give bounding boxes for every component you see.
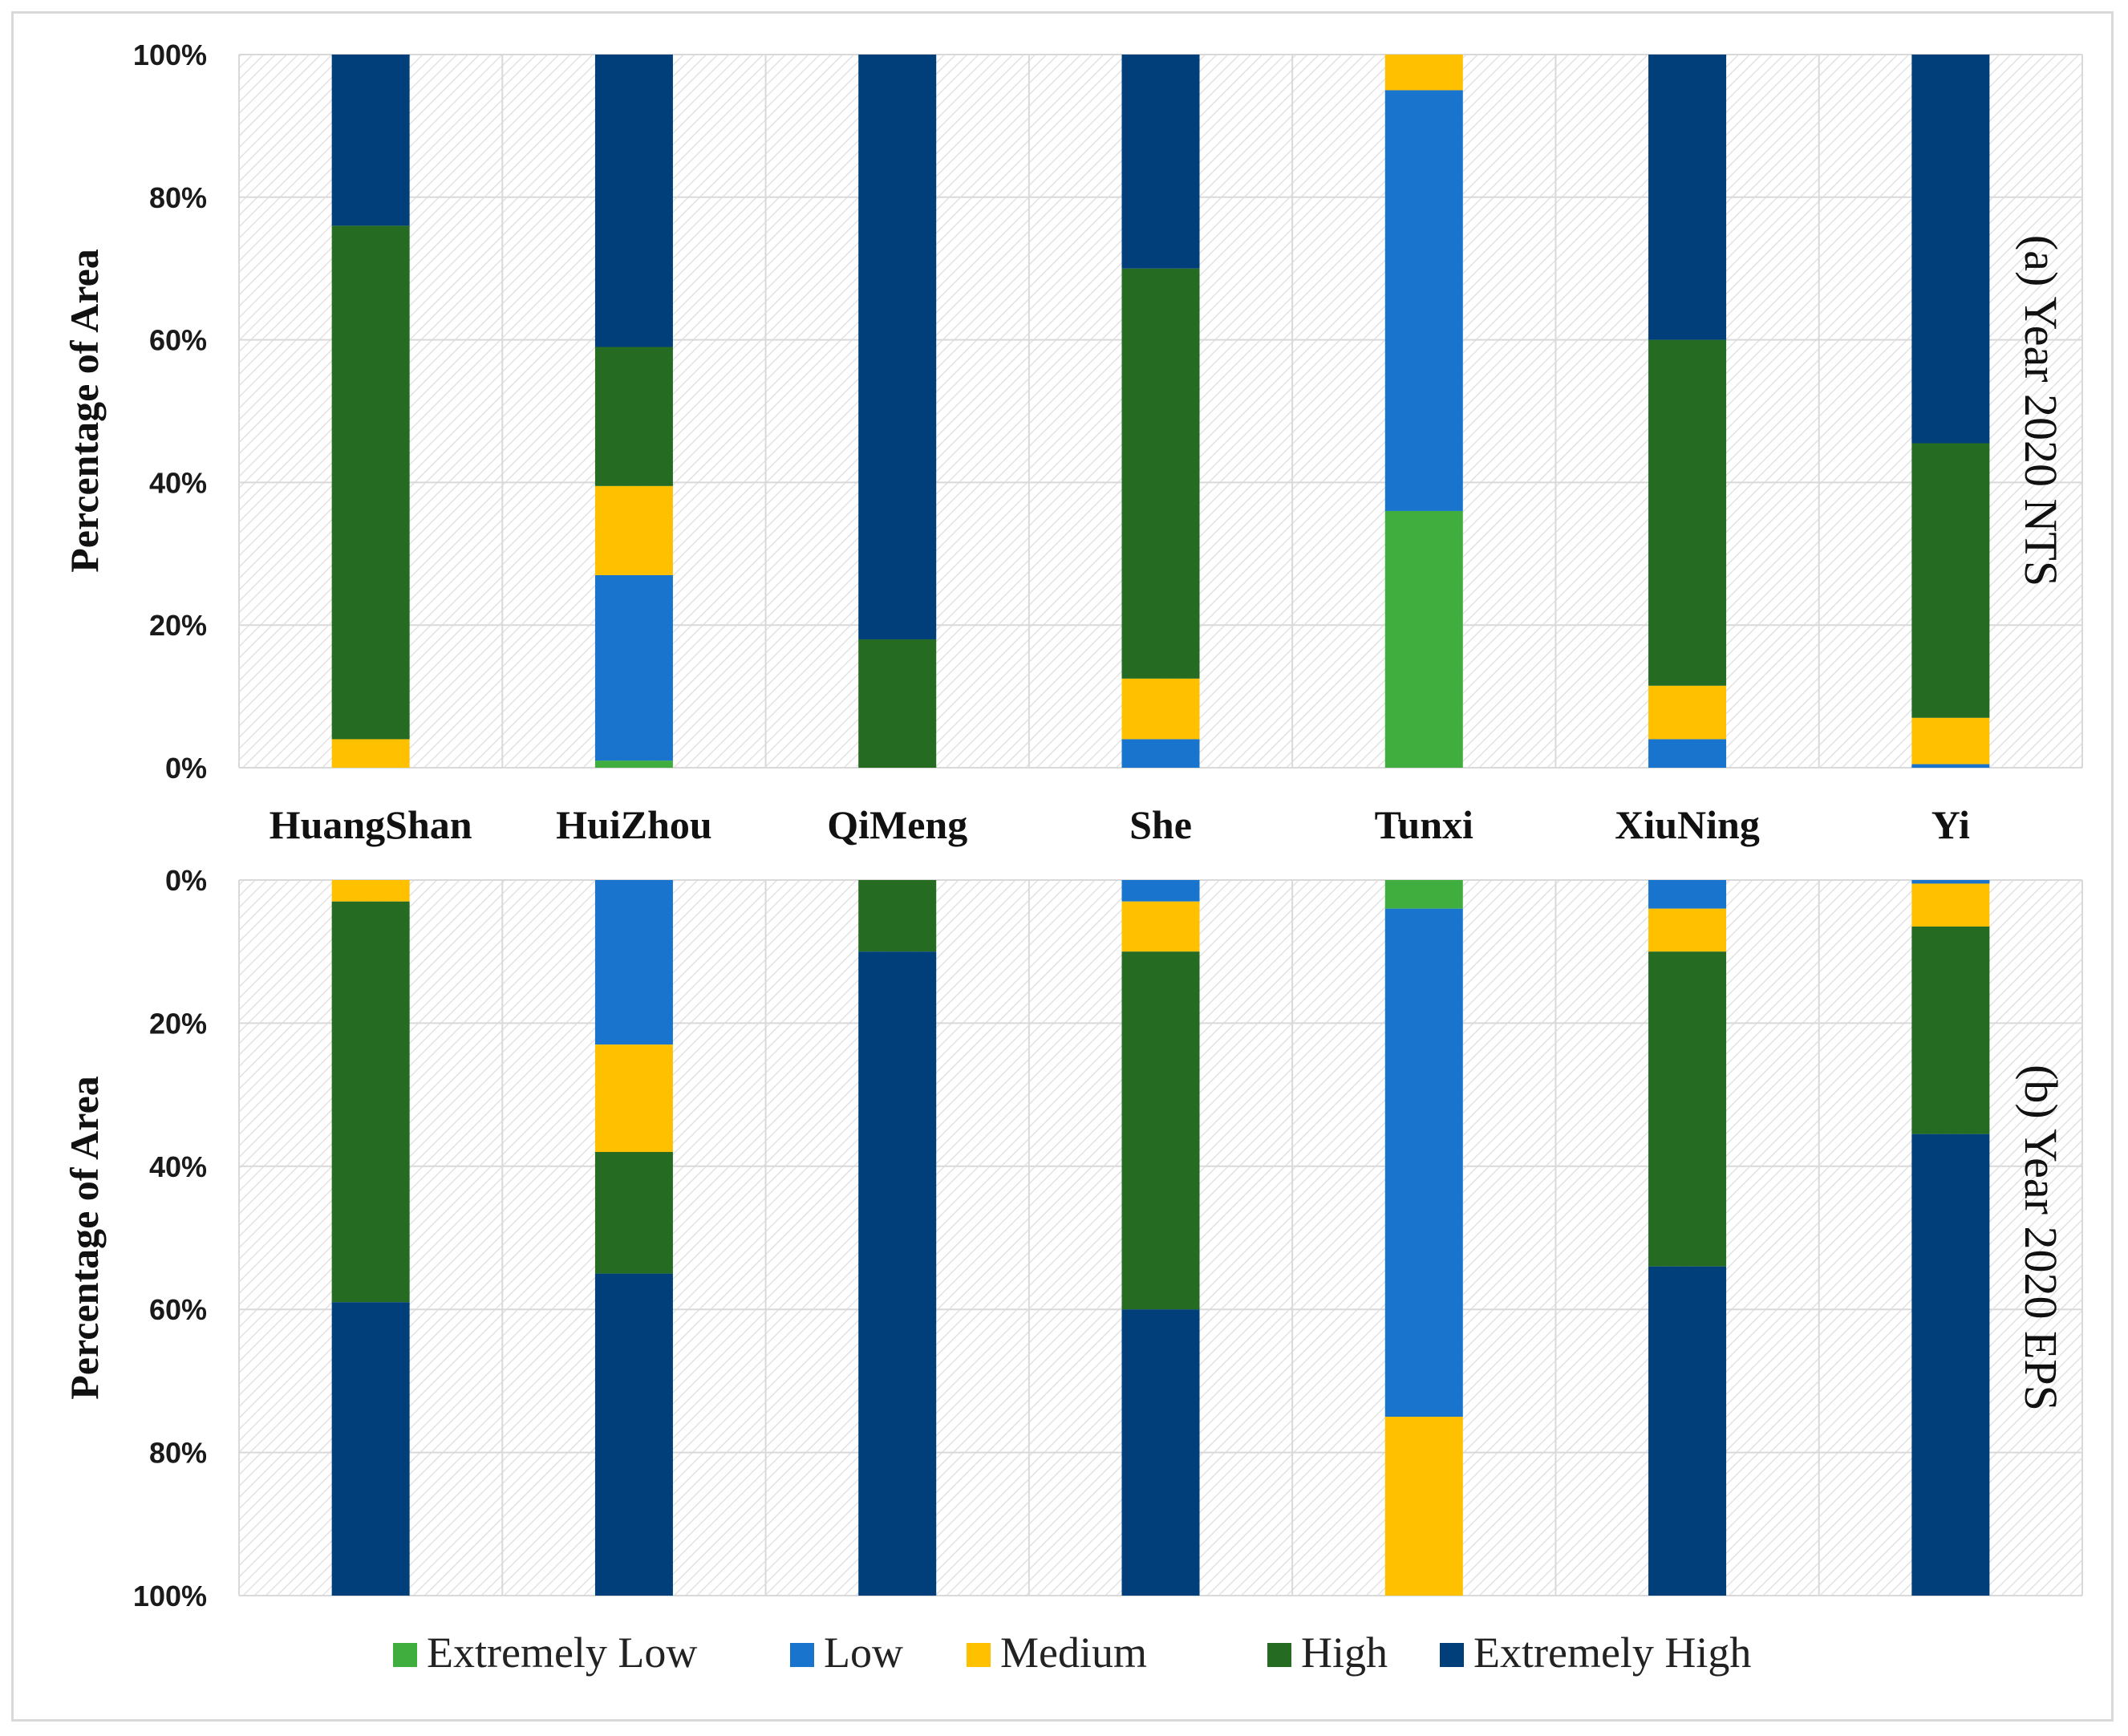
panel-label-eps: (b) Year 2020 EPS <box>2015 1065 2067 1411</box>
bar-yi-extremely-high <box>1911 1134 1990 1596</box>
bar-xiuning-medium <box>1648 908 1727 952</box>
y-tick-label: 100% <box>133 1580 207 1612</box>
bar-she-high <box>1121 951 1200 1310</box>
category-labels: HuangShan HuiZhou QiMeng She Tunxi XiuNing Yi <box>270 802 1970 847</box>
y-tick-label: 0% <box>165 864 207 897</box>
legend-label-high: High <box>1301 1629 1388 1677</box>
legend-label-extremely-low: Extremely Low <box>427 1629 697 1677</box>
category-label-xiuning: XiuNing <box>1615 802 1760 847</box>
legend-label-extremely-high: Extremely High <box>1473 1629 1751 1677</box>
category-label-huizhou: HuiZhou <box>556 802 712 847</box>
bar-xiuning-low <box>1648 739 1727 768</box>
bar-qimeng-high <box>858 639 937 768</box>
bar-huangshan-medium <box>331 880 410 902</box>
bar-she-low <box>1121 739 1200 768</box>
y-axis-title-eps: Percentage of Area <box>62 1076 107 1400</box>
legend-swatch-low <box>790 1643 814 1667</box>
bars-eps <box>331 880 1990 1596</box>
legend-swatch-extremely-high <box>1440 1643 1464 1667</box>
panel-eps: 0% 20% 40% 60% 80% 100% Percentage of Area (b… <box>62 864 2083 1612</box>
y-axis-title-nts: Percentage of Area <box>62 249 107 573</box>
bar-xiuning-extremely-high <box>1648 55 1727 340</box>
panel-label-nts: (a) Year 2020 NTS <box>2015 235 2067 586</box>
y-axis-ticks-eps: 0% 20% 40% 60% 80% 100% <box>133 864 207 1612</box>
bar-yi-medium <box>1911 717 1990 765</box>
y-tick-label: 80% <box>149 181 207 214</box>
panel-nts: 0% 20% 40% 60% 80% 100% Percentage of Area (a… <box>62 39 2083 785</box>
bar-she-low <box>1121 880 1200 902</box>
bar-huizhou-high <box>594 347 673 486</box>
legend-label-medium: Medium <box>1000 1629 1147 1677</box>
bar-xiuning-high <box>1648 339 1727 686</box>
bar-yi-low <box>1911 880 1990 884</box>
legend-swatch-medium <box>967 1643 991 1667</box>
bar-huizhou-medium <box>594 1044 673 1152</box>
bar-huizhou-low <box>594 880 673 1045</box>
category-label-huangshan: HuangShan <box>270 802 472 847</box>
bar-huizhou-medium <box>594 485 673 575</box>
bar-huizhou-extremely-high <box>594 1273 673 1596</box>
bar-xiuning-extremely-high <box>1648 1266 1727 1596</box>
y-tick-label: 100% <box>133 39 207 71</box>
bar-huizhou-extremely-high <box>594 55 673 347</box>
bar-she-medium <box>1121 901 1200 952</box>
bars-nts <box>331 55 1990 768</box>
category-label-she: She <box>1129 802 1192 847</box>
legend-swatch-high <box>1267 1643 1291 1667</box>
bar-huangshan-high <box>331 901 410 1303</box>
y-tick-label: 20% <box>149 1007 207 1040</box>
bar-qimeng-extremely-high <box>858 951 937 1596</box>
legend: Extremely Low Low Medium High Extremely High <box>393 1629 1751 1677</box>
bar-yi-high <box>1911 926 1990 1134</box>
bar-huizhou-extremely-low <box>594 761 673 768</box>
bar-she-high <box>1121 268 1200 679</box>
y-tick-label: 0% <box>165 752 207 785</box>
y-tick-label: 60% <box>149 324 207 357</box>
y-tick-label: 20% <box>149 609 207 642</box>
category-label-yi: Yi <box>1931 802 1970 847</box>
bar-she-extremely-high <box>1121 55 1200 269</box>
y-tick-label: 40% <box>149 466 207 499</box>
bar-qimeng-extremely-high <box>858 55 937 639</box>
bar-tunxi-medium <box>1384 1417 1463 1596</box>
bar-huizhou-low <box>594 574 673 761</box>
bar-xiuning-low <box>1648 880 1727 909</box>
bar-yi-low <box>1911 764 1990 768</box>
bar-tunxi-low <box>1384 90 1463 511</box>
bar-tunxi-extremely-low <box>1384 510 1463 768</box>
y-axis-ticks-nts: 0% 20% 40% 60% 80% 100% <box>133 39 207 785</box>
bar-yi-medium <box>1911 883 1990 927</box>
bar-xiuning-high <box>1648 951 1727 1267</box>
category-label-qimeng: QiMeng <box>827 802 967 847</box>
legend-swatch-extremely-low <box>393 1643 417 1667</box>
bar-tunxi-medium <box>1384 55 1463 91</box>
bar-she-medium <box>1121 678 1200 740</box>
bar-yi-extremely-high <box>1911 55 1990 444</box>
y-tick-label: 40% <box>149 1150 207 1183</box>
bar-tunxi-extremely-low <box>1384 880 1463 909</box>
bar-huizhou-high <box>594 1151 673 1274</box>
legend-label-low: Low <box>824 1629 903 1677</box>
bar-xiuning-medium <box>1648 685 1727 740</box>
bar-qimeng-high <box>858 880 937 952</box>
bar-tunxi-low <box>1384 908 1463 1417</box>
y-tick-label: 80% <box>149 1437 207 1470</box>
bar-huangshan-medium <box>331 739 410 768</box>
bar-huangshan-extremely-high <box>331 55 410 226</box>
bar-yi-high <box>1911 443 1990 718</box>
bar-she-extremely-high <box>1121 1309 1200 1596</box>
bar-huangshan-extremely-high <box>331 1302 410 1596</box>
y-tick-label: 60% <box>149 1293 207 1326</box>
category-label-tunxi: Tunxi <box>1375 802 1473 847</box>
bar-huangshan-high <box>331 225 410 740</box>
